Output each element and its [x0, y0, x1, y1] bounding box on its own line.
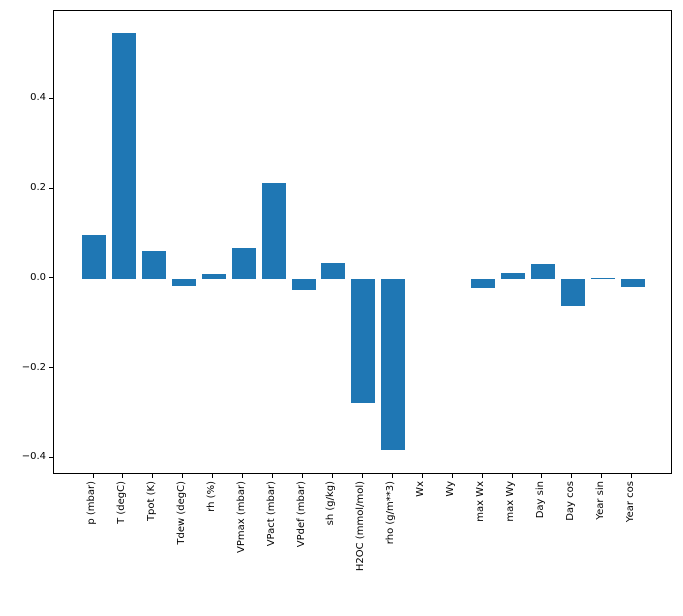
bar — [501, 273, 526, 279]
x-tick-mark — [212, 474, 214, 478]
bar — [201, 273, 226, 279]
x-tick-mark — [302, 474, 303, 478]
x-tick-mark — [481, 474, 483, 478]
x-tick-label: sh (g/kg) — [325, 481, 337, 526]
x-tick-mark — [92, 474, 94, 478]
y-tick-mark — [49, 97, 53, 99]
bar — [590, 277, 615, 279]
x-tick-mark — [511, 474, 513, 478]
bar — [471, 278, 496, 289]
y-tick-label: 0.0 — [30, 271, 46, 283]
x-tick-mark — [571, 474, 573, 478]
bar — [231, 248, 256, 279]
x-tick-mark — [182, 474, 184, 478]
x-tick-label: Tdew (degC) — [175, 481, 187, 545]
x-tick-label: rh (%) — [205, 481, 217, 512]
bar — [111, 32, 136, 279]
y-tick-label: −0.2 — [21, 361, 46, 373]
x-tick-mark — [122, 474, 124, 478]
bar — [261, 183, 286, 279]
x-tick-mark — [601, 474, 603, 478]
x-tick-label: Year sin — [594, 481, 606, 520]
x-tick-mark — [421, 474, 423, 478]
bar — [291, 278, 316, 290]
x-tick-mark — [272, 474, 274, 478]
bar — [171, 278, 196, 287]
x-tick-label: Day cos — [564, 481, 576, 521]
y-tick-mark — [49, 187, 53, 189]
x-tick-label: p (mbar) — [86, 481, 97, 525]
bar — [82, 235, 106, 279]
x-tick-mark — [242, 474, 244, 478]
x-tick-label: Year cos — [624, 481, 636, 523]
x-tick-label: max Wx — [475, 481, 487, 522]
y-tick-label: 0.4 — [30, 92, 46, 104]
bar — [530, 264, 555, 279]
x-tick-label: Tpot (K) — [145, 481, 157, 522]
x-tick-mark — [391, 474, 393, 478]
x-tick-mark — [152, 474, 154, 478]
bar — [321, 262, 346, 279]
y-tick-mark — [49, 456, 53, 458]
x-tick-mark — [331, 474, 333, 478]
plot-area — [53, 10, 672, 474]
x-tick-label: VPact (mbar) — [265, 481, 277, 547]
x-tick-label: T (degC) — [115, 481, 127, 524]
x-tick-label: rho (g/m**3) — [385, 481, 397, 545]
bar — [141, 250, 166, 279]
x-tick-mark — [361, 474, 363, 478]
x-tick-label: VPdef (mbar) — [295, 481, 307, 548]
y-tick-label: −0.4 — [21, 451, 46, 463]
x-tick-label: Day sin — [534, 481, 546, 519]
x-tick-mark — [451, 474, 453, 478]
y-tick-label: 0.2 — [30, 182, 46, 194]
x-tick-mark — [631, 474, 633, 478]
x-tick-mark — [541, 474, 543, 478]
bar — [381, 278, 406, 450]
x-tick-label: max Wy — [505, 481, 517, 522]
y-tick-mark — [49, 277, 53, 279]
x-tick-label: VPmax (mbar) — [235, 481, 247, 553]
bar — [351, 278, 376, 403]
y-tick-mark — [49, 367, 53, 369]
x-tick-label: H2OC (mmol/mol) — [355, 481, 367, 572]
x-tick-label: Wx — [415, 481, 427, 497]
bar — [620, 278, 645, 287]
x-tick-label: Wy — [445, 481, 457, 497]
bar — [560, 278, 585, 306]
